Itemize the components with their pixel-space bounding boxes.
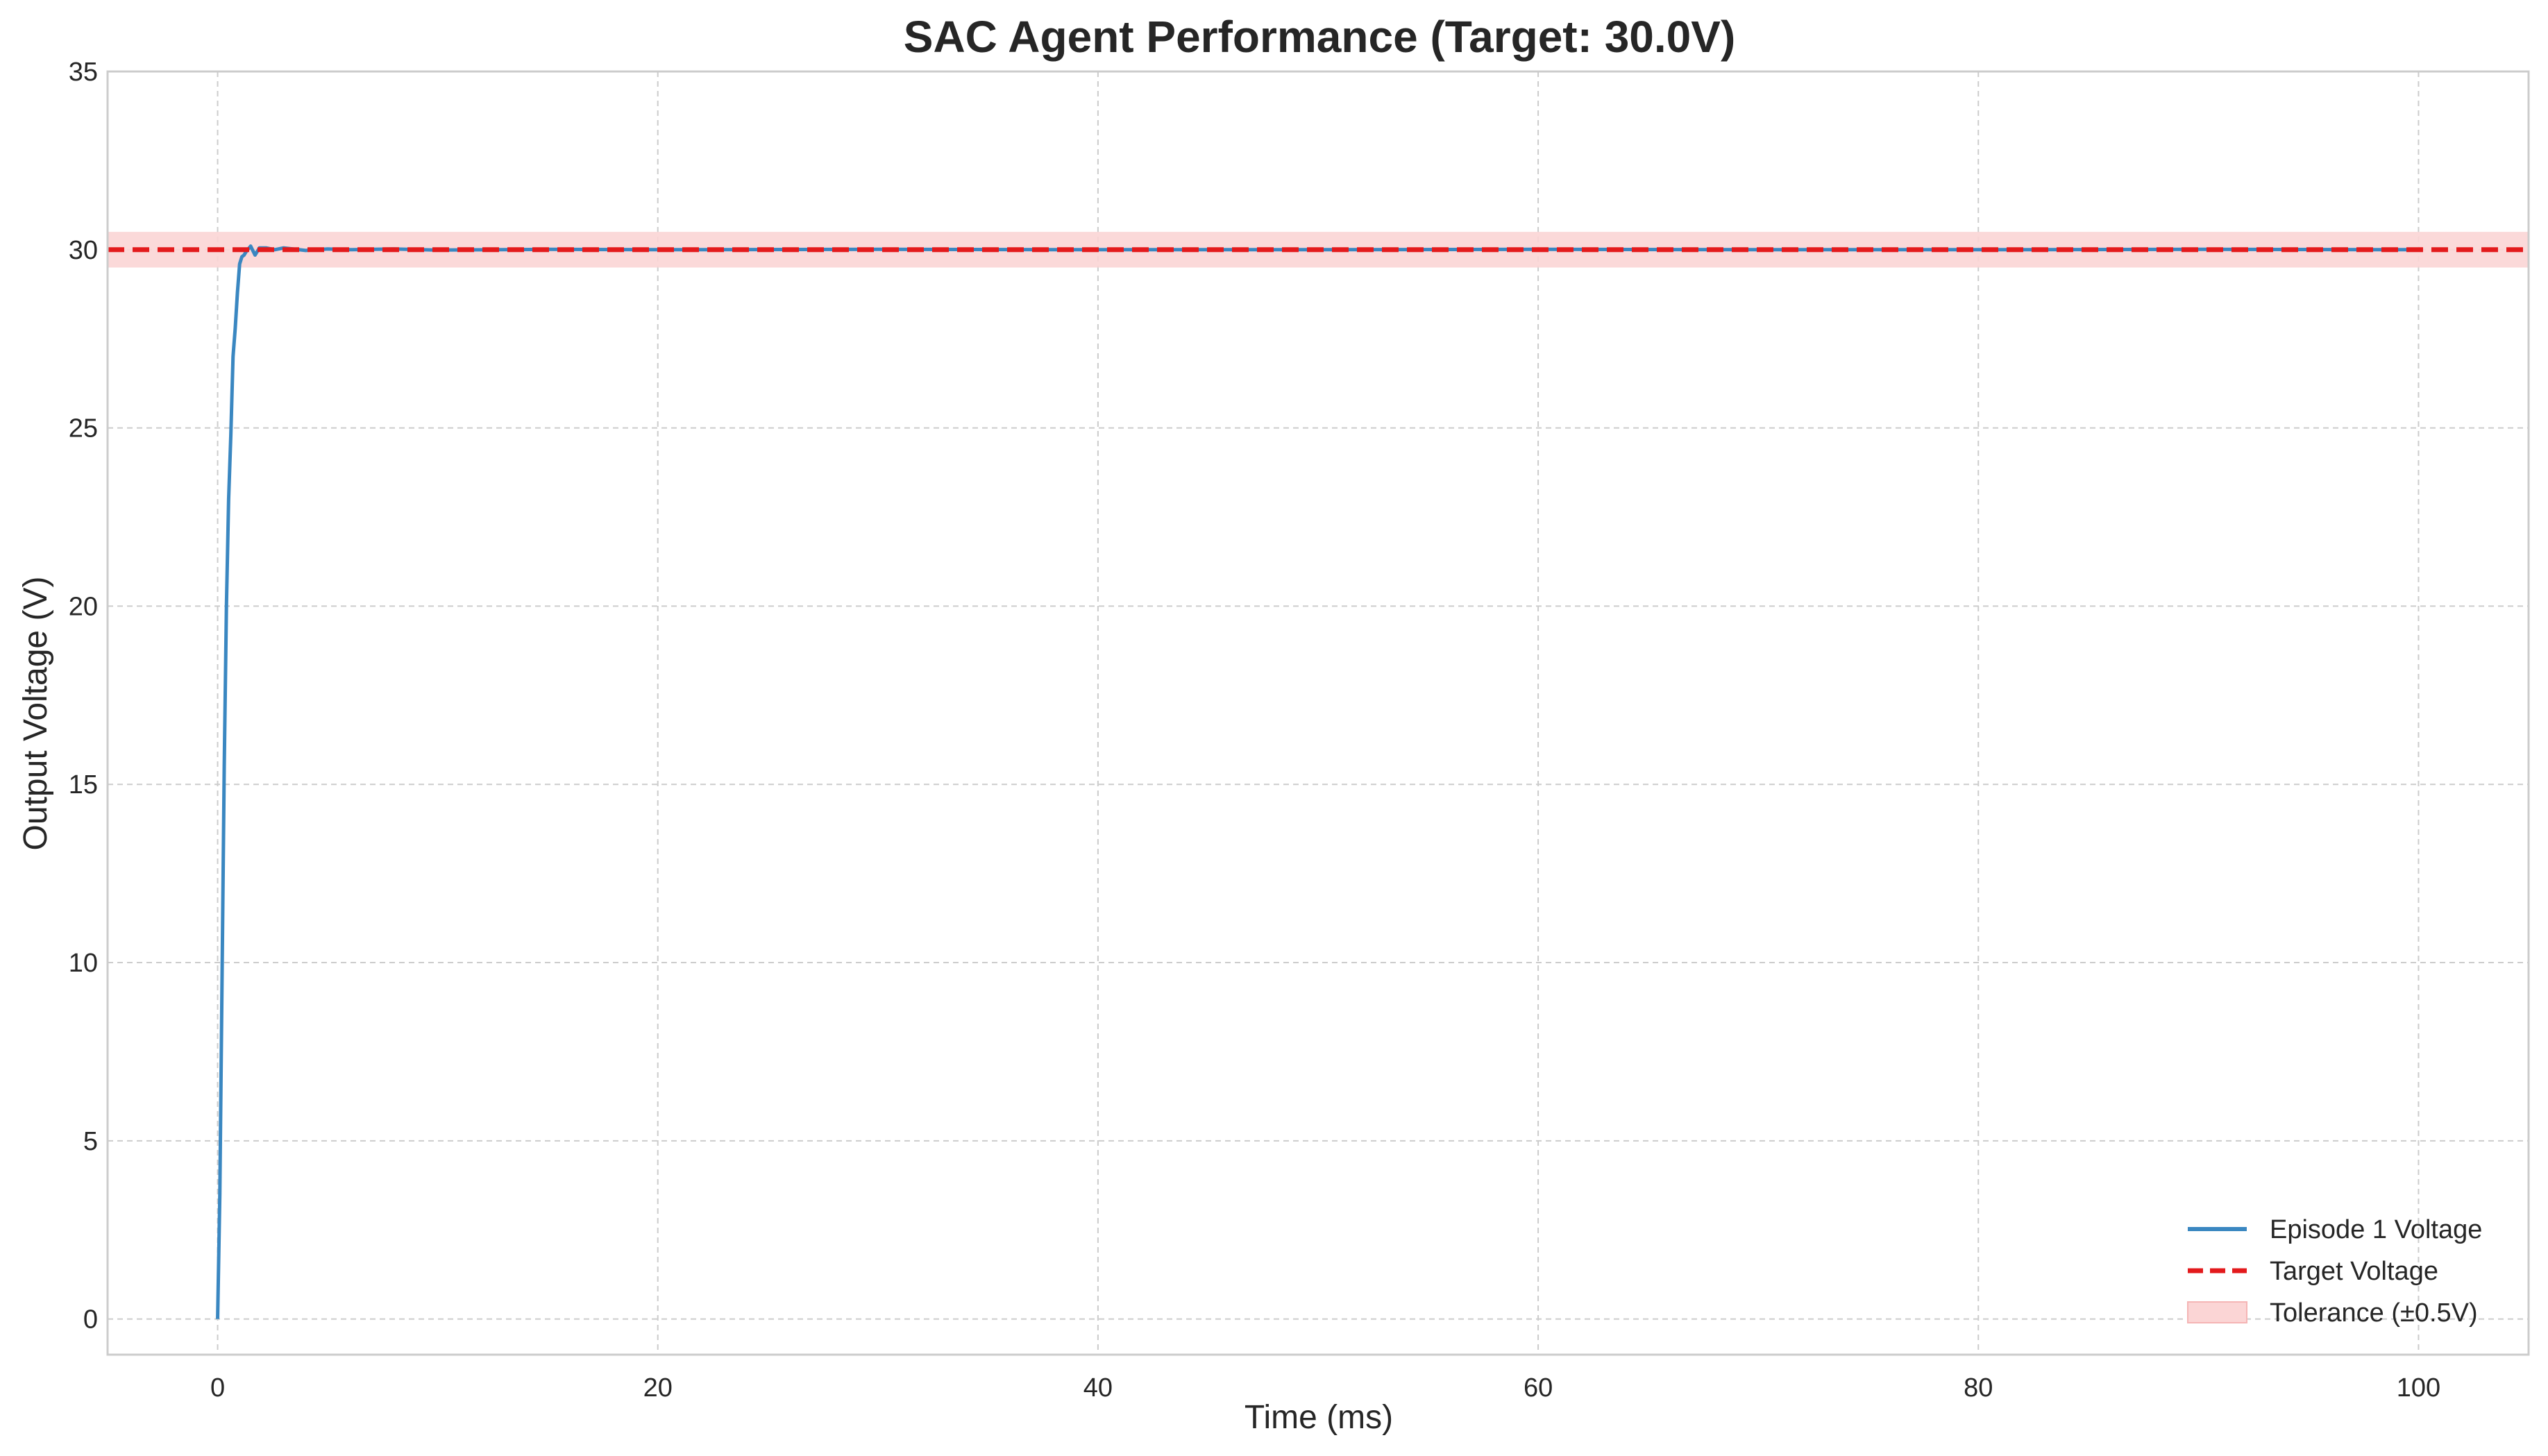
- y-axis-label: Output Voltage (V): [17, 577, 54, 851]
- chart-title: SAC Agent Performance (Target: 30.0V): [904, 12, 1736, 62]
- y-tick-label: 5: [83, 1127, 98, 1156]
- legend-label-tolerance: Tolerance (±0.5V): [2270, 1298, 2478, 1328]
- x-tick-label: 20: [643, 1373, 673, 1403]
- plot-frame: [106, 70, 2530, 1356]
- legend-swatch-tolerance: [2187, 1301, 2247, 1323]
- x-tick-label: 60: [1524, 1373, 1553, 1403]
- legend: Episode 1 Voltage Target Voltage Toleran…: [2187, 1215, 2482, 1328]
- series-layer: [108, 244, 2529, 1319]
- legend-label-episode: Episode 1 Voltage: [2270, 1215, 2482, 1244]
- y-tick-label: 20: [69, 592, 98, 621]
- y-tick-label: 0: [83, 1305, 98, 1335]
- tick-labels: 0 20 40 60 80 100 0 5 10 15 20 25 30 35: [69, 58, 2440, 1403]
- legend-label-target: Target Voltage: [2270, 1257, 2438, 1286]
- y-tick-label: 25: [69, 414, 98, 443]
- y-tick-label: 35: [69, 58, 98, 87]
- x-tick-label: 40: [1083, 1373, 1113, 1403]
- x-tick-label: 100: [2397, 1373, 2440, 1403]
- y-tick-label: 30: [69, 236, 98, 265]
- x-tick-label: 80: [1964, 1373, 1993, 1403]
- x-tick-label: 0: [210, 1373, 225, 1403]
- y-tick-label: 10: [69, 949, 98, 978]
- y-tick-label: 15: [69, 770, 98, 799]
- x-axis-label: Time (ms): [1245, 1399, 1393, 1436]
